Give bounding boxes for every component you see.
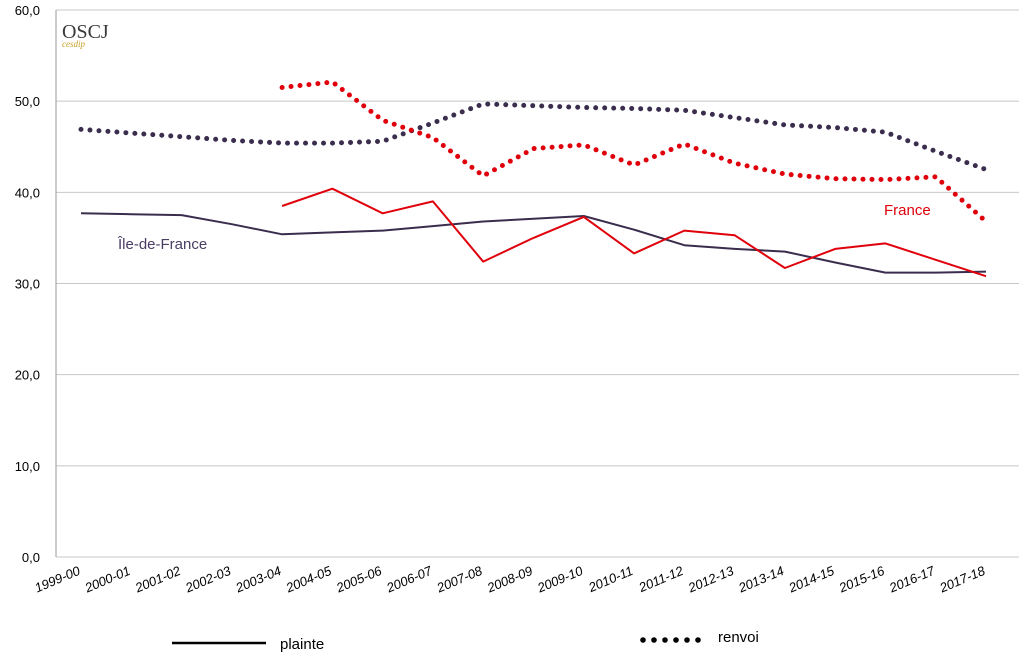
- series-lines: [78, 79, 989, 278]
- legend-dot: [662, 637, 668, 643]
- legend-label-renvoi: renvoi: [718, 629, 759, 646]
- legend-dot: [695, 637, 701, 643]
- legend-dot: [640, 637, 646, 643]
- gridlines: [55, 9, 1019, 558]
- y-tick-label: 10,0: [15, 459, 40, 474]
- x-tick-label: 2013-14: [735, 563, 786, 596]
- x-tick-label: 2002-03: [182, 563, 233, 596]
- logo: OSCJ cesdip: [62, 21, 109, 49]
- x-tick-label: 2015-16: [836, 563, 887, 596]
- x-tick-label: 2009-10: [534, 563, 585, 596]
- x-tick-label: 2007-08: [434, 563, 485, 596]
- legend-dot: [684, 637, 690, 643]
- series-line--le-de-france-solid: [80, 212, 987, 274]
- legend-dot: [673, 637, 679, 643]
- x-tick-label: 2017-18: [936, 563, 987, 596]
- y-tick-label: 0,0: [22, 550, 40, 565]
- logo-text: OSCJ: [62, 21, 109, 43]
- y-tick-label: 40,0: [15, 185, 40, 200]
- x-tick-label: 2003-04: [233, 563, 284, 596]
- x-tick-label: 2012-13: [685, 563, 736, 596]
- logo-subtext: cesdip: [62, 39, 85, 49]
- x-tick-label: 2001-02: [132, 563, 183, 596]
- series-label-france: France: [884, 202, 931, 219]
- x-tick-label: 2014-15: [786, 563, 837, 596]
- legend-label-plainte: plainte: [280, 636, 324, 653]
- x-tick-label: 2004-05: [283, 563, 334, 596]
- legend-dot: [651, 637, 657, 643]
- y-tick-label: 60,0: [15, 3, 40, 18]
- x-tick-label: 1999-00: [32, 563, 82, 596]
- x-axis-ticks: 1999-00 2000-01 2001-02 2002-03 2003-04 2004-…: [32, 563, 987, 596]
- x-tick-label: 2006-07: [383, 563, 434, 596]
- legend-swatch-renvoi: [640, 637, 701, 643]
- y-tick-label: 30,0: [15, 277, 40, 292]
- legend: plainte renvoi: [172, 629, 759, 653]
- series-label-ile-de-france: Île-de-France: [117, 236, 207, 253]
- x-tick-label: 2008-09: [484, 563, 535, 596]
- series-line-france-solid: [281, 187, 987, 278]
- x-tick-label: 2010-11: [585, 563, 635, 595]
- y-tick-label: 50,0: [15, 94, 40, 109]
- x-tick-label: 2011-12: [636, 563, 687, 596]
- series-line-france-dotted: [279, 79, 989, 224]
- x-tick-label: 2000-01: [82, 563, 133, 596]
- y-tick-label: 20,0: [15, 368, 40, 383]
- y-axis-ticks: 0,0 10,0 20,0 30,0 40,0 50,0 60,0: [15, 3, 40, 565]
- x-tick-label: 2016-17: [886, 563, 937, 596]
- series-line--le-de-france-dotted: [78, 101, 989, 172]
- x-tick-label: 2005-06: [333, 563, 384, 596]
